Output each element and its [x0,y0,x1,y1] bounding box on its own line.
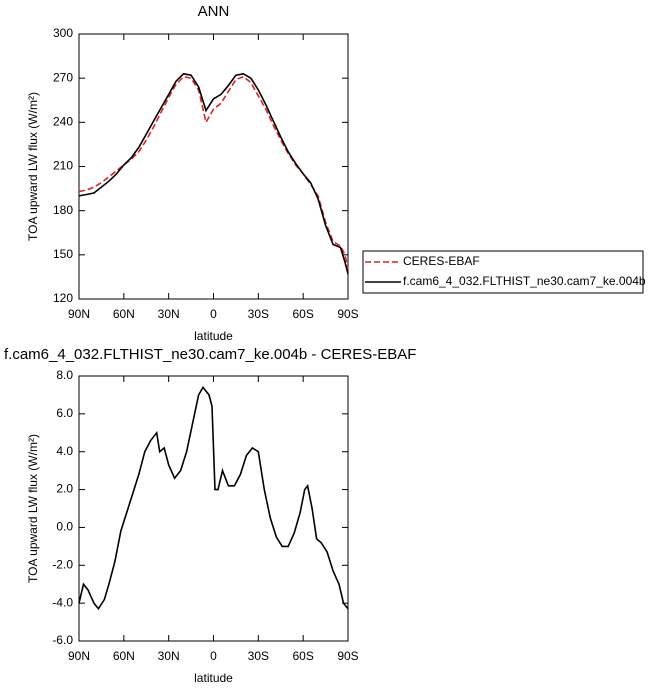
legend-label: f.cam6_4_032.FLTHIST_ne30.cam7_ke.004b [403,274,646,288]
x-axis-label: latitude [194,671,233,685]
chart-title: f.cam6_4_032.FLTHIST_ne30.cam7_ke.004b -… [4,346,416,363]
y-tick-label: 8.0 [56,368,73,382]
x-tick-label: 0 [210,307,217,321]
x-tick-label: 90N [68,307,90,321]
x-tick-label: 60N [113,307,135,321]
y-tick-label: 180 [53,203,73,217]
data-line [78,75,349,270]
x-tick-label: 60S [292,649,313,663]
legend-label: CERES-EBAF [403,254,480,268]
x-tick-label: 30S [248,307,269,321]
y-tick-label: 0.0 [56,520,73,534]
y-tick-label: -4.0 [52,595,73,609]
y-tick-label: 210 [53,159,73,173]
x-tick-label: 90N [68,649,90,663]
y-tick-label: -2.0 [52,557,73,571]
y-tick-label: 120 [53,291,73,305]
x-axis-label: latitude [194,329,233,343]
x-tick-label: 60N [113,649,135,663]
plot-frame [78,33,349,300]
y-tick-label: -6.0 [52,633,73,647]
legend-box [362,250,644,294]
x-tick-label: 90S [337,649,358,663]
x-tick-label: 30S [248,649,269,663]
y-axis-label: TOA upward LW flux (W/m²) [26,92,40,241]
data-line [78,72,349,275]
x-tick-label: 0 [210,649,217,663]
y-tick-label: 6.0 [56,406,73,420]
x-tick-label: 90S [337,307,358,321]
x-tick-label: 30N [158,307,180,321]
y-tick-label: 150 [53,247,73,261]
chart-title: ANN [198,3,230,20]
y-tick-label: 4.0 [56,444,73,458]
data-line [78,385,349,611]
y-tick-label: 300 [53,26,73,40]
y-axis-label: TOA upward LW flux (W/m²) [26,434,40,583]
x-tick-label: 60S [292,307,313,321]
y-tick-label: 270 [53,70,73,84]
y-tick-label: 240 [53,115,73,129]
y-tick-label: 2.0 [56,482,73,496]
plot-frame [78,375,349,642]
x-tick-label: 30N [158,649,180,663]
